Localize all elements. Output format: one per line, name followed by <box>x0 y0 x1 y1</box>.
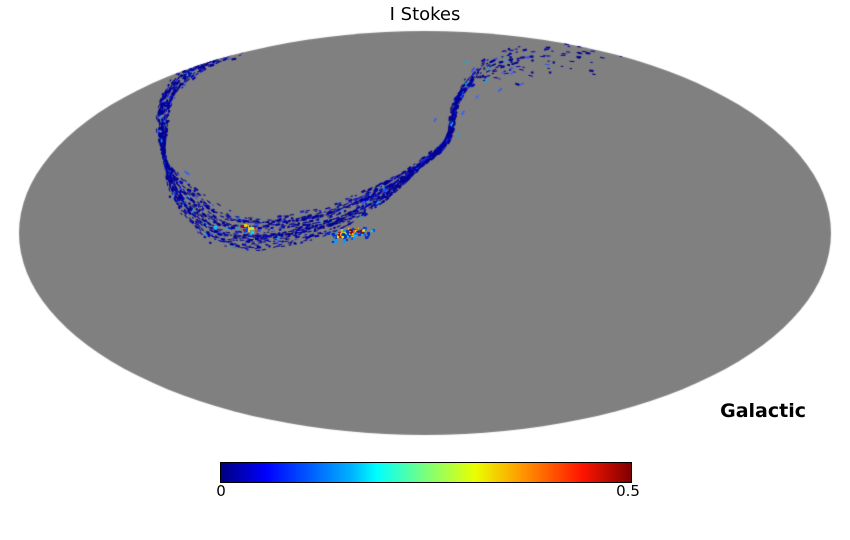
colorbar-max-label: 0.5 <box>616 482 640 500</box>
colorbar-min-label: 0 <box>216 482 226 500</box>
coordinate-system-label: Galactic <box>720 400 806 422</box>
mollweide-sky-map <box>0 0 850 455</box>
colorbar-gradient <box>221 463 631 482</box>
colorbar <box>220 462 632 483</box>
